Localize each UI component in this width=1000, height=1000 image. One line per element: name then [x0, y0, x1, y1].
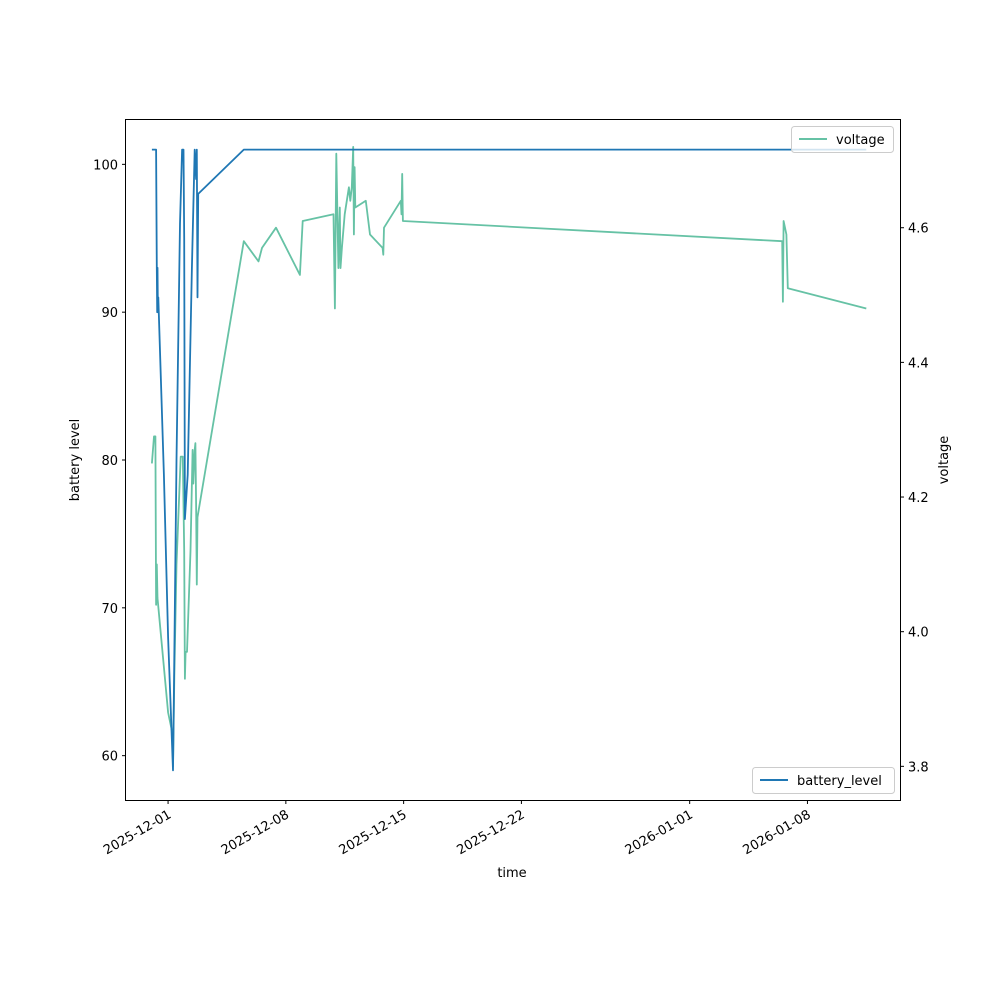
x-tick-label: 2025-12-22 [454, 807, 527, 858]
left-axis-title: battery level [68, 419, 83, 502]
x-axis-title: time [497, 866, 526, 881]
legend-battery-level-box [752, 767, 895, 794]
left-tick-label: 100 [93, 158, 118, 173]
left-tick-label: 60 [101, 750, 118, 765]
legend-battery-level: battery_level [752, 767, 895, 794]
x-tick-label: 2026-01-01 [623, 807, 696, 858]
x-tick-label: 2025-12-01 [101, 807, 174, 858]
left-tick-label: 90 [101, 306, 118, 321]
series-line-voltage [151, 146, 867, 768]
left-tick-label: 80 [101, 454, 118, 469]
legend-voltage: voltage [791, 126, 894, 153]
right-tick-label: 3.8 [908, 760, 929, 775]
right-tick-label: 4.4 [908, 356, 929, 371]
x-tick-label: 2025-12-15 [337, 807, 410, 858]
x-tick-label: 2025-12-08 [219, 807, 292, 858]
right-tick-label: 4.2 [908, 491, 929, 506]
legend-voltage-box [791, 126, 894, 153]
series-line-battery-level [151, 148, 867, 772]
plot-lines [151, 146, 867, 772]
right-axis: 3.8 4.0 4.2 4.4 4.6 [900, 222, 929, 775]
left-tick-label: 70 [101, 602, 118, 617]
right-tick-label: 4.0 [908, 626, 929, 641]
x-tick-label: 2026-01-08 [741, 807, 814, 858]
left-axis: 60 70 80 90 100 [93, 158, 126, 765]
right-axis-title: voltage [937, 436, 952, 485]
legend-voltage-label: voltage [836, 133, 885, 148]
right-tick-label: 4.6 [908, 222, 929, 237]
legend-battery-level-label: battery_level [797, 774, 882, 789]
x-axis: 2025-12-01 2025-12-08 2025-12-15 2025-12-22… [101, 800, 814, 858]
